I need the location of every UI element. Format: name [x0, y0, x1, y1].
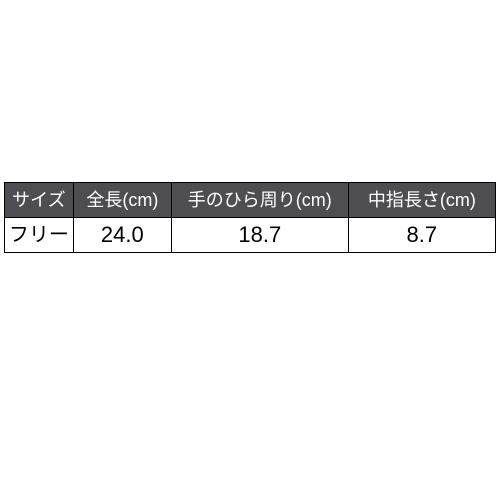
header-palm: 手のひら周り(cm)	[171, 183, 348, 218]
table-row: フリー 24.0 18.7 8.7	[5, 218, 496, 253]
cell-palm: 18.7	[171, 218, 348, 253]
size-table-container: サイズ 全長(cm) 手のひら周り(cm) 中指長さ(cm) フリー 24.0 …	[4, 182, 496, 253]
cell-length: 24.0	[73, 218, 171, 253]
header-row: サイズ 全長(cm) 手のひら周り(cm) 中指長さ(cm)	[5, 183, 496, 218]
cell-finger: 8.7	[348, 218, 495, 253]
cell-size: フリー	[5, 218, 74, 253]
header-length: 全長(cm)	[73, 183, 171, 218]
canvas: サイズ 全長(cm) 手のひら周り(cm) 中指長さ(cm) フリー 24.0 …	[0, 0, 500, 500]
header-size: サイズ	[5, 183, 74, 218]
header-finger: 中指長さ(cm)	[348, 183, 495, 218]
size-table: サイズ 全長(cm) 手のひら周り(cm) 中指長さ(cm) フリー 24.0 …	[4, 182, 496, 253]
